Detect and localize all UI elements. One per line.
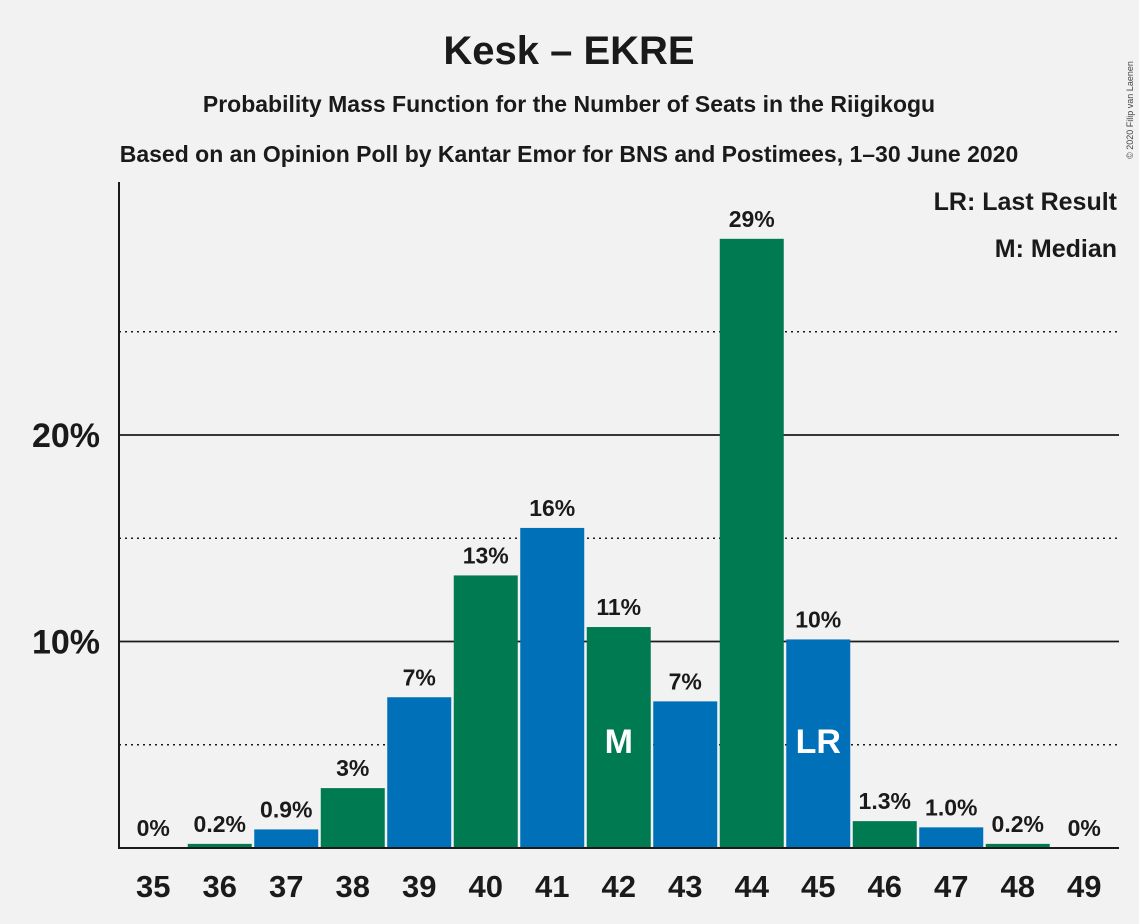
data-label-43: 7% — [669, 668, 702, 694]
data-label-47: 1.0% — [925, 794, 977, 820]
bar-39 — [387, 697, 452, 848]
x-tick-42: 42 — [602, 869, 636, 904]
x-tick-46: 46 — [868, 869, 902, 904]
bar-36 — [187, 843, 252, 848]
data-label-40: 13% — [463, 542, 509, 568]
y-tick-label: 10% — [32, 624, 100, 662]
x-tick-40: 40 — [469, 869, 503, 904]
marker-m: M — [605, 723, 633, 761]
data-label-44: 29% — [729, 206, 775, 232]
data-labels: 0% 0.2% 0.9% 3% 7% 13% 16% 11% 7% 29% 10% 1.3% 1.0% 0… — [137, 206, 1101, 841]
bar-37 — [254, 829, 319, 848]
x-tick-37: 37 — [269, 869, 303, 904]
bars — [187, 238, 1050, 848]
x-tick-44: 44 — [735, 869, 770, 904]
chart-subtitle-poll: Based on an Opinion Poll by Kantar Emor … — [120, 141, 1019, 167]
copyright-note: © 2020 Filip van Laenen — [1125, 61, 1135, 159]
data-label-41: 16% — [529, 495, 575, 521]
data-label-35: 0% — [137, 815, 170, 841]
x-tick-47: 47 — [934, 869, 968, 904]
chart-title: Kesk – EKRE — [443, 29, 694, 73]
legend-last-result: LR: Last Result — [934, 188, 1118, 216]
x-tick-49: 49 — [1067, 869, 1101, 904]
data-label-48: 0.2% — [992, 811, 1044, 837]
data-label-38: 3% — [336, 755, 369, 781]
x-tick-38: 38 — [336, 869, 370, 904]
x-tick-35: 35 — [136, 869, 170, 904]
y-tick-label: 20% — [32, 417, 100, 455]
data-label-42: 11% — [596, 594, 641, 620]
axes: 10% 20% 35 36 37 38 39 40 41 42 43 44 45 46 47 48 49 — [32, 182, 1119, 904]
bar-44 — [719, 238, 784, 848]
x-tick-36: 36 — [203, 869, 237, 904]
chart-subtitle: Probability Mass Function for the Number… — [203, 91, 935, 117]
data-label-36: 0.2% — [194, 811, 246, 837]
marker-lr: LR — [796, 723, 841, 761]
bar-43 — [653, 701, 718, 848]
data-label-49: 0% — [1068, 815, 1101, 841]
legend-median: M: Median — [995, 235, 1117, 263]
x-tick-45: 45 — [801, 869, 835, 904]
bar-46 — [852, 821, 917, 848]
x-tick-39: 39 — [402, 869, 436, 904]
data-label-45: 10% — [795, 606, 841, 632]
x-tick-41: 41 — [535, 869, 569, 904]
data-label-37: 0.9% — [260, 796, 312, 822]
x-tick-48: 48 — [1001, 869, 1035, 904]
x-tick-43: 43 — [668, 869, 702, 904]
bar-40 — [453, 575, 518, 848]
bar-42 — [586, 627, 651, 848]
bar-45 — [786, 639, 851, 848]
data-label-39: 7% — [403, 664, 436, 690]
bar-41 — [520, 527, 585, 848]
data-label-46: 1.3% — [859, 788, 911, 814]
bar-38 — [320, 788, 385, 848]
bar-48 — [985, 843, 1050, 848]
bar-47 — [919, 827, 984, 848]
